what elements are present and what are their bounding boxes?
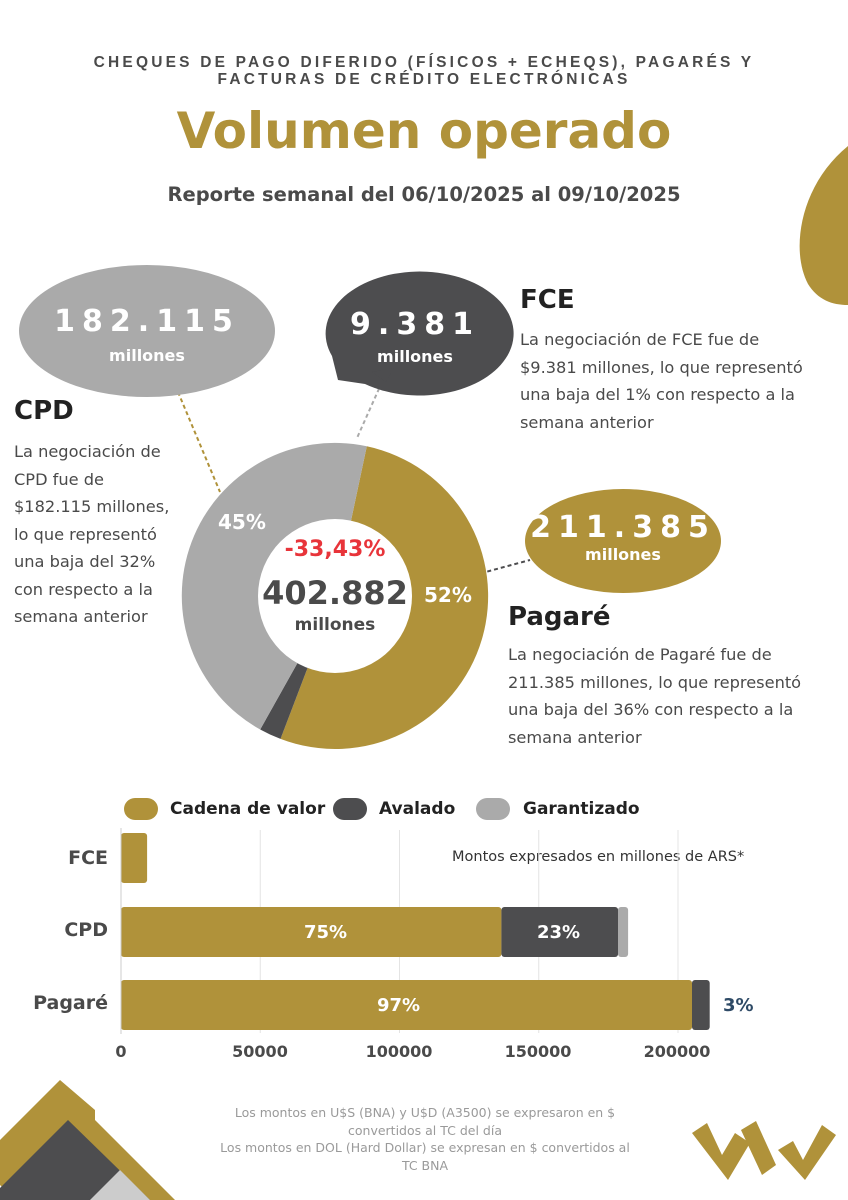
cpd-heading: CPD bbox=[14, 396, 74, 426]
pagare-heading: Pagaré bbox=[508, 602, 611, 632]
bar-category-cpd: CPD bbox=[64, 919, 108, 941]
pagare-volume: 211.385 bbox=[530, 510, 716, 545]
x-tick-0: 0 bbox=[115, 1042, 127, 1061]
light-corner-stripe bbox=[90, 1170, 150, 1200]
report-period: Reporte semanal del 06/10/2025 al 09/10/… bbox=[167, 183, 681, 206]
brand-logo bbox=[692, 1121, 836, 1180]
instrument-bar-chart bbox=[120, 828, 710, 1034]
pagare-volume-unit: millones bbox=[585, 545, 661, 564]
bubbles-layer bbox=[19, 265, 721, 593]
page-title: Volumen operado bbox=[176, 102, 672, 160]
legend-label-avalado: Avalado bbox=[379, 799, 456, 819]
bar-category-pagare: Pagaré bbox=[33, 992, 108, 1014]
x-tick-150000: 150000 bbox=[504, 1042, 572, 1061]
cpd-cadena-share: 75% bbox=[304, 922, 348, 943]
cpd-description: La negociación de CPD fue de $182.115 mi… bbox=[14, 442, 170, 626]
x-tick-200000: 200000 bbox=[643, 1042, 711, 1061]
legend-swatch-avalado bbox=[333, 798, 367, 820]
bar-category-fce: FCE bbox=[68, 847, 108, 869]
fce-bubble bbox=[325, 271, 514, 396]
pagare-avalado-share: 3% bbox=[723, 995, 754, 1016]
fce-volume: 9.381 bbox=[350, 307, 480, 342]
bar-pagar-avalado bbox=[692, 980, 710, 1030]
x-tick-50000: 50000 bbox=[232, 1042, 288, 1061]
legend-swatch-cadena bbox=[124, 798, 158, 820]
pagare-description: La negociación de Pagaré fue de 211.385 … bbox=[508, 645, 802, 747]
fce-connector bbox=[356, 381, 383, 439]
footnote-line-1: Los montos en U$S (BNA) y U$D (A3500) se… bbox=[234, 1105, 616, 1138]
footnote-line-2: Los montos en DOL (Hard Dollar) se expre… bbox=[220, 1140, 630, 1173]
fce-volume-unit: millones bbox=[377, 347, 453, 366]
bar-fce-cadena-de-valor bbox=[121, 833, 148, 883]
bar-cpd-avalado bbox=[501, 907, 619, 957]
report-kicker: CHEQUES DE PAGO DIFERIDO (FÍSICOS + ECHE… bbox=[93, 54, 755, 88]
cpd-volume-unit: millones bbox=[109, 346, 185, 365]
legend-swatch-garantizado bbox=[476, 798, 510, 820]
cpd-bubble bbox=[19, 265, 275, 397]
gold-leaf-shape bbox=[799, 146, 848, 305]
legend-label-garantizado: Garantizado bbox=[523, 799, 640, 819]
fce-bubble-tail bbox=[372, 368, 394, 382]
pagare-bubble bbox=[525, 489, 721, 593]
cpd-avalado-share: 23% bbox=[537, 922, 581, 943]
legend-label-cadena: Cadena de valor bbox=[170, 799, 326, 819]
fce-description: La negociación de FCE fue de $9.381 mill… bbox=[520, 330, 803, 432]
bar-cpd-garantizado bbox=[618, 907, 629, 957]
x-tick-100000: 100000 bbox=[365, 1042, 433, 1061]
footnote: Los montos en U$S (BNA) y U$D (A3500) se… bbox=[215, 1104, 635, 1174]
pagare-share-label: 52% bbox=[424, 583, 472, 607]
bar-cpd-cadena-de-valor bbox=[121, 907, 502, 957]
bar-pagar-cadena-de-valor bbox=[121, 980, 692, 1030]
cpd-volume: 182.115 bbox=[54, 304, 240, 339]
cpd-share-label: 45% bbox=[218, 510, 266, 534]
total-change: -33,43% bbox=[284, 537, 386, 562]
fce-heading: FCE bbox=[520, 285, 575, 315]
total-volume-unit: millones bbox=[294, 615, 376, 635]
pagare-cadena-share: 97% bbox=[377, 995, 421, 1016]
total-volume: 402.882 bbox=[262, 574, 408, 612]
donut-hole bbox=[258, 519, 412, 673]
volume-donut-chart bbox=[181, 442, 489, 749]
units-note: Montos expresados en millones de ARS* bbox=[452, 849, 745, 865]
